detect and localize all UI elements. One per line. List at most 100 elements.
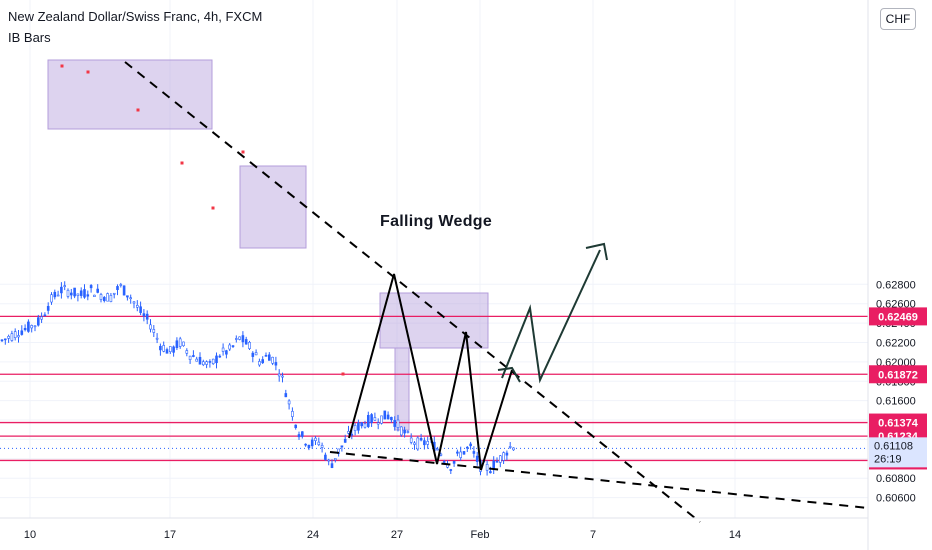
candle-body <box>63 285 67 287</box>
candle <box>182 341 185 347</box>
candle <box>436 446 439 451</box>
candle <box>40 312 43 323</box>
candle <box>320 442 324 453</box>
time-tick-label: 24 <box>307 529 319 541</box>
price-tick-label: 0.61600 <box>876 396 916 408</box>
currency-button[interactable]: CHF <box>880 8 916 30</box>
candle <box>109 293 113 303</box>
candle-body <box>142 313 146 317</box>
candle <box>294 424 298 430</box>
candle-body <box>274 362 278 366</box>
candle <box>409 433 413 445</box>
level-tag-label: 0.61872 <box>878 369 918 381</box>
candle-body <box>185 350 189 354</box>
candle-body <box>83 289 86 298</box>
candle-body <box>357 422 360 431</box>
candle <box>277 369 281 382</box>
candle-body <box>287 400 291 405</box>
candle-body <box>258 361 261 366</box>
candle-body <box>43 314 47 317</box>
candle-body <box>119 284 123 286</box>
candle-body <box>211 358 215 364</box>
candle <box>469 441 472 450</box>
candle-body <box>172 346 175 353</box>
candle <box>396 414 400 432</box>
candle <box>83 284 86 299</box>
candle <box>261 356 265 365</box>
candle <box>264 352 268 357</box>
ib-marker <box>241 150 245 154</box>
candle <box>244 336 248 345</box>
candle <box>333 458 337 463</box>
candle-body <box>373 417 377 421</box>
price-tick-label: 0.60800 <box>876 473 916 485</box>
candle <box>340 445 344 452</box>
candle-body <box>343 438 347 443</box>
candle <box>112 292 116 299</box>
candle <box>50 292 53 305</box>
candle-body <box>360 422 364 427</box>
candle-body <box>333 458 337 461</box>
candle <box>459 446 463 461</box>
candle-body <box>347 431 350 434</box>
candle-body <box>33 325 37 328</box>
candle <box>175 337 179 351</box>
candle <box>33 325 37 332</box>
level-tag-bg <box>869 413 927 432</box>
candle-body <box>271 356 274 364</box>
candle <box>363 420 367 429</box>
candle-body <box>317 441 321 445</box>
candle-body <box>416 437 420 450</box>
candle <box>258 358 261 367</box>
candle-body <box>96 288 99 293</box>
candle-body <box>86 294 90 297</box>
ib-marker <box>211 206 215 210</box>
candle-body <box>241 335 245 343</box>
candle <box>93 294 96 297</box>
candle <box>27 319 30 333</box>
candle <box>60 282 63 299</box>
candle-body <box>472 451 476 454</box>
candle-layer <box>0 64 515 476</box>
candle-body <box>235 338 238 340</box>
candle-body <box>139 306 142 313</box>
candle <box>475 451 479 466</box>
candle <box>152 325 156 337</box>
candle <box>485 460 489 476</box>
countdown-label: 26:19 <box>874 453 902 465</box>
ib-marker <box>86 70 90 74</box>
last-price-label: 0.61108 <box>874 440 913 452</box>
candle <box>7 334 10 343</box>
candle-body <box>307 444 311 449</box>
candle-body <box>264 355 268 357</box>
candle <box>56 290 60 297</box>
candle-body <box>281 375 284 378</box>
chart-title: New Zealand Dollar/Swiss Franc, 4h, FXCM <box>8 9 263 24</box>
candle-body <box>60 286 63 294</box>
candle-body <box>310 439 314 447</box>
candle <box>390 416 393 423</box>
candle <box>327 458 331 466</box>
candle-body <box>261 359 265 364</box>
candle-body <box>439 453 443 456</box>
candle <box>403 426 406 438</box>
candle-body <box>238 336 241 340</box>
candle <box>46 302 50 315</box>
ib-marker <box>341 372 345 376</box>
candle <box>235 335 238 343</box>
level-price-tag: 0.61374 <box>869 413 927 432</box>
candle <box>23 324 27 332</box>
candle-body <box>23 327 27 331</box>
breakout-arrowhead <box>497 366 521 383</box>
candle <box>172 345 175 357</box>
candle <box>462 451 466 455</box>
candle-body <box>205 361 208 365</box>
time-tick-label: 7 <box>590 529 596 541</box>
projection-path <box>501 249 601 384</box>
candle <box>96 284 99 294</box>
candle-body <box>208 361 212 363</box>
candle-body <box>465 446 469 449</box>
candle-body <box>442 461 446 463</box>
